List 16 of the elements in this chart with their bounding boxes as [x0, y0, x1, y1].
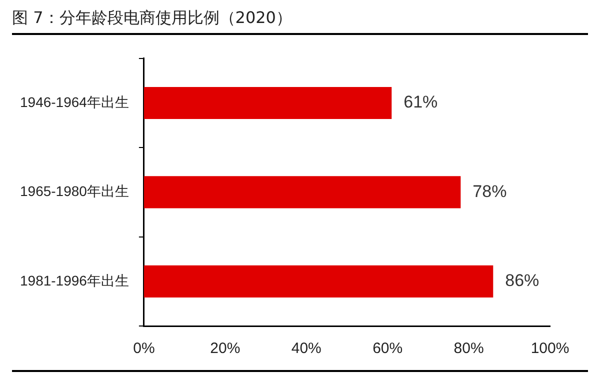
- bar: [144, 265, 494, 298]
- x-tick-label: 80%: [454, 340, 484, 358]
- chart-title: 图 7：分年龄段电商使用比例（2020）: [12, 8, 588, 35]
- y-tick-label: 1946-1964年出生: [20, 94, 129, 110]
- x-tick-label: 20%: [210, 340, 240, 358]
- bar: [144, 86, 392, 120]
- x-tick-label: 0%: [133, 340, 155, 358]
- bar: [144, 176, 461, 208]
- y-tick-label: 1981-1996年出生: [20, 272, 129, 288]
- x-tick-label: 100%: [530, 340, 570, 358]
- x-tick-label: 60%: [372, 340, 403, 358]
- data-label: 61%: [404, 92, 438, 112]
- y-tick-label: 1965-1980年出生: [20, 183, 129, 200]
- x-tick-label: 40%: [291, 340, 322, 358]
- data-label: 86%: [505, 271, 540, 290]
- data-label: 78%: [472, 182, 507, 201]
